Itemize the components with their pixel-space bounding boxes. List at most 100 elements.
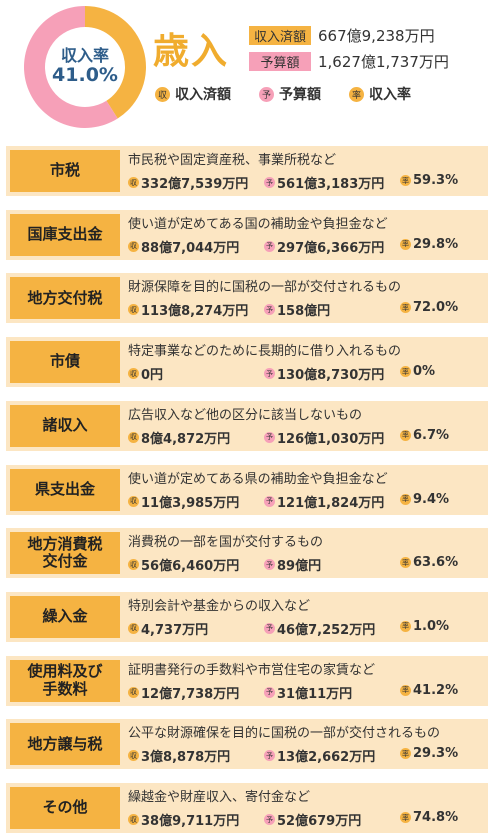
category-row: 県支出金 使い道が定めてある県の補助金や負担金など収 11億3,985万円 予 121億… [6,464,488,515]
category-description: 使い道が定めてある県の補助金や負担金など [128,471,388,487]
collection-rate: 率 72.0% [400,300,458,315]
rate-icon: 率 [400,302,411,314]
collection-rate-value: 41.2% [413,682,459,698]
revenue-amount-value: 38億9,711万円 [141,814,240,829]
rate-icon: 率 [400,620,411,632]
category-description: 市民税や固定資産税、事業所税など [128,153,337,168]
legend-revenue-label: 収入済額 [175,87,231,103]
revenue-amount-value: 3億8,878万円 [141,750,231,766]
donut-value: 41.0% [52,64,118,87]
collection-rate: 率 29.8% [400,237,458,252]
collection-rate-value: 63.6% [413,555,459,571]
category-name: 使用料及び 手数料 [10,659,120,702]
revenue-amount: 収 4,737万円 [128,619,208,638]
revenue-icon: 収 [128,304,139,316]
category-name: 諸収入 [10,404,120,447]
category-row: 地方消費税 交付金 消費税の一部を国が交付するもの収 56億6,460万円 予 89億円 率… [6,528,488,579]
legend-revenue: 収 収入済額 [155,84,231,104]
budget-icon: 予 [264,686,275,698]
budget-amount: 予 89億円 [264,555,321,574]
revenue-icon: 収 [128,814,139,825]
category-values: 収 56億6,460万円 予 89億円 率 63.6% [128,555,484,574]
category-description: 特定事業などのために長期的に借り入れるもの [128,344,402,360]
legend-rate-label: 収入率 [369,87,411,103]
category-description: 広告収入など他の区分に該当しないもの [128,407,363,423]
collection-rate-value: 9.4% [413,491,450,507]
budget-amount-value: 158億円 [277,304,331,320]
rate-icon: 率 [400,748,411,760]
category-values: 収 0円 予 130億8,730万円 率 0% [128,364,484,384]
budget-amount: 予 126億1,030万円 [264,428,384,447]
category-values: 収 12億7,738万円 予 31億11万円 率 41.2% [128,682,484,702]
revenue-amount-value: 113億8,274万円 [141,304,249,320]
budget-icon: 予 [264,304,275,316]
budget-icon: 予 [264,431,275,443]
rate-icon: 率 [400,175,411,186]
budget-amount: 予 158億円 [264,300,330,319]
budget-amount: 予 297億6,366万円 [264,237,384,256]
collection-rate-value: 29.8% [413,236,459,252]
budget-amount: 予 130億8,730万円 [264,364,384,383]
rate-icon: 率 [400,366,411,378]
rate-icon: 率 [349,86,364,102]
revenue-amount-value: 88億7,044万円 [141,240,240,256]
category-description: 消費税の一部を国が交付するもの [128,535,324,551]
category-row: 使用料及び 手数料 証明書発行の手数料や市営住宅の家賃など収 12億7,738万円 予 3… [6,655,488,706]
revenue-amount: 収 332億7,539万円 [128,173,248,192]
revenue-amount-value: 0円 [141,368,164,384]
category-name: 国庫支出金 [10,213,120,256]
category-name: 県支出金 [10,468,120,511]
budget-amount-value: 13億2,662万円 [277,750,376,766]
collection-rate-donut [23,6,146,128]
revenue-icon: 収 [128,177,139,188]
category-row: 市税 市民税や固定資産税、事業所税など収 332億7,539万円予 561億3,183… [6,146,488,196]
budget-icon: 予 [264,622,275,634]
budget-icon: 予 [264,750,275,762]
category-values: 収 8億4,872万円予 126億1,030万円率 6.7% [128,428,484,447]
collection-rate: 率 9.4% [400,492,449,507]
revenue-amount-value: 332億7,539万円 [141,177,249,192]
category-values: 収 113億8,274万円予 158億円率 72.0% [128,300,484,319]
budget-total: 1,627億1,737万円 [318,53,449,71]
collection-rate-value: 72.0% [413,300,459,316]
category-description: 公平な財源確保を目的に国税の一部が交付されるもの [128,726,441,742]
revenue-total: 667億9,238万円 [318,27,435,45]
revenue-icon: 収 [128,622,139,634]
category-row: 諸収入 広告収入など他の区分に該当しないもの収 8億4,872万円 予 126億1,03… [6,400,488,451]
donut-slice-remaining [23,6,118,128]
category-values: 収 332億7,539万円予 561億3,183万円率 59.3% [128,173,484,192]
collection-rate: 率 0% [400,364,435,379]
rate-icon: 率 [400,812,411,823]
revenue-amount: 収 56億6,460万円 [128,555,239,574]
category-row: その他 繰越金や財産収入、寄付金など収 38億9,711万円 予 52億679万円 率 74… [6,783,488,833]
budget-icon: 予 [264,814,275,825]
donut-center: 収入率 41.0% [23,5,147,129]
revenue-icon: 収 [155,86,170,102]
revenue-badge: 収入済額 [249,26,311,45]
budget-amount-value: 121億1,824万円 [277,495,385,511]
revenue-icon: 収 [128,559,139,571]
revenue-amount: 収 113億8,274万円 [128,300,248,319]
revenue-amount: 収 38億9,711万円 [128,810,239,829]
budget-amount: 予 46億7,252万円 [264,619,375,638]
collection-rate-value: 29.3% [413,746,459,762]
revenue-icon: 収 [128,495,139,507]
budget-icon: 予 [264,240,275,252]
collection-rate-value: 1.0% [413,618,450,634]
revenue-amount: 収 8億4,872万円 [128,428,230,447]
revenue-amount-value: 56億6,460万円 [141,559,240,575]
collection-rate: 率 63.6% [400,555,458,570]
collection-rate: 率 74.8% [400,810,458,825]
budget-amount-value: 561億3,183万円 [277,177,385,192]
revenue-icon: 収 [128,368,139,380]
category-row: 繰入金 特別会計や基金からの収入など収 4,737万円 予 46億7,252万円 率 1.0… [6,591,488,642]
revenue-icon: 収 [128,686,139,698]
budget-amount: 予 13億2,662万円 [264,746,375,765]
rate-icon: 率 [400,557,411,569]
category-row: 地方交付税 財源保障を目的に国税の一部が交付されるもの収 113億8,274万円予 1… [6,273,488,324]
budget-amount: 予 31億11万円 [264,683,352,702]
budget-badge: 予算額 [249,52,311,71]
category-description: 特別会計や基金からの収入など [128,598,311,614]
collection-rate-value: 59.3% [413,173,459,188]
category-description: 財源保障を目的に国税の一部が交付されるもの [128,280,402,296]
